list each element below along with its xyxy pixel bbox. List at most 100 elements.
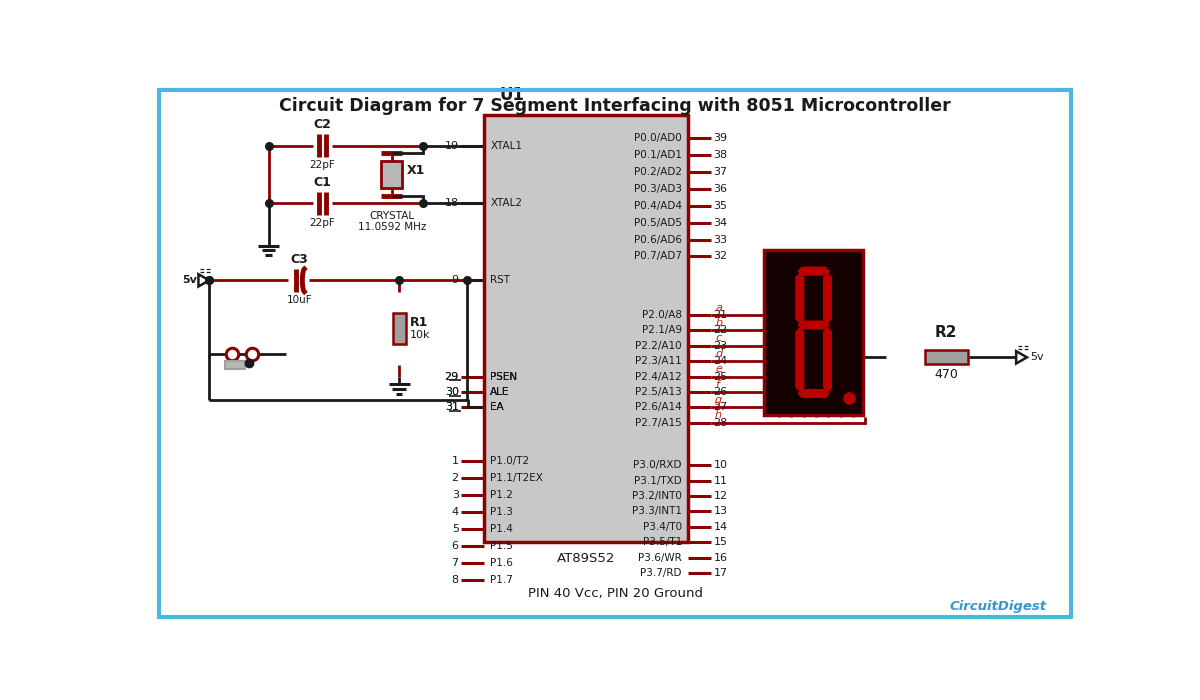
Text: R2: R2 bbox=[935, 326, 958, 340]
Polygon shape bbox=[796, 328, 804, 391]
Text: 1: 1 bbox=[451, 456, 458, 466]
Polygon shape bbox=[1016, 351, 1027, 363]
Text: P3.7/RD: P3.7/RD bbox=[641, 568, 682, 578]
Text: 30: 30 bbox=[445, 387, 458, 397]
Bar bbox=[394, 314, 406, 344]
Text: 9: 9 bbox=[451, 275, 458, 286]
Text: EA: EA bbox=[491, 402, 504, 412]
Polygon shape bbox=[823, 328, 832, 391]
Text: EA: EA bbox=[491, 402, 504, 412]
Text: 22pF: 22pF bbox=[310, 160, 335, 170]
Text: P0.1/AD1: P0.1/AD1 bbox=[634, 150, 682, 160]
Text: 36: 36 bbox=[714, 183, 727, 194]
Text: P3.4/T0: P3.4/T0 bbox=[643, 522, 682, 532]
Bar bbox=[224, 361, 245, 369]
Text: 24: 24 bbox=[714, 356, 728, 366]
Text: CircuitDigest: CircuitDigest bbox=[949, 600, 1046, 612]
Text: 29: 29 bbox=[444, 372, 458, 382]
Text: C2: C2 bbox=[313, 118, 331, 131]
Text: 25: 25 bbox=[714, 372, 727, 382]
Text: 2: 2 bbox=[451, 473, 458, 483]
Text: 26: 26 bbox=[714, 387, 727, 397]
Text: 28: 28 bbox=[714, 418, 728, 428]
Text: CRYSTAL: CRYSTAL bbox=[370, 211, 414, 221]
Text: 39: 39 bbox=[714, 133, 727, 143]
Polygon shape bbox=[823, 274, 832, 323]
Text: P3.0/RXD: P3.0/RXD bbox=[634, 460, 682, 470]
Bar bbox=[380, 160, 402, 188]
Text: P3.2/INT0: P3.2/INT0 bbox=[632, 491, 682, 501]
Text: 8: 8 bbox=[451, 575, 458, 585]
Text: PIN 40 Vcc, PIN 20 Ground: PIN 40 Vcc, PIN 20 Ground bbox=[528, 587, 702, 600]
Text: P3.3/INT1: P3.3/INT1 bbox=[632, 506, 682, 517]
Text: P1.4: P1.4 bbox=[491, 524, 514, 534]
Text: AT89S52: AT89S52 bbox=[557, 552, 614, 565]
Bar bbox=[764, 250, 863, 415]
Text: Circuit Diagram for 7 Segment Interfacing with 8051 Microcontroller: Circuit Diagram for 7 Segment Interfacin… bbox=[280, 97, 950, 115]
Text: 12: 12 bbox=[714, 491, 727, 501]
Text: XTAL1: XTAL1 bbox=[491, 141, 522, 150]
Text: P0.3/AD3: P0.3/AD3 bbox=[634, 183, 682, 194]
Text: 22: 22 bbox=[714, 326, 728, 335]
Text: P0.4/AD4: P0.4/AD4 bbox=[634, 201, 682, 211]
Text: 10k: 10k bbox=[409, 330, 430, 340]
Text: C1: C1 bbox=[313, 176, 331, 189]
Text: 11: 11 bbox=[714, 475, 727, 486]
Text: 38: 38 bbox=[714, 150, 727, 160]
Text: 6: 6 bbox=[451, 541, 458, 551]
Text: 11.0592 MHz: 11.0592 MHz bbox=[358, 222, 426, 232]
Text: P0.0/AD0: P0.0/AD0 bbox=[635, 133, 682, 143]
Bar bbox=[484, 115, 688, 542]
Text: 4: 4 bbox=[451, 507, 458, 517]
Text: R1: R1 bbox=[409, 316, 427, 329]
Text: C3: C3 bbox=[290, 253, 308, 266]
Text: 5v: 5v bbox=[1030, 352, 1044, 363]
Text: 3: 3 bbox=[451, 490, 458, 500]
Text: 5v: 5v bbox=[182, 275, 197, 286]
Text: P0.5/AD5: P0.5/AD5 bbox=[634, 218, 682, 228]
Text: P0.2/AD2: P0.2/AD2 bbox=[634, 167, 682, 177]
Text: RST: RST bbox=[491, 275, 510, 286]
Polygon shape bbox=[798, 267, 829, 275]
Text: c: c bbox=[715, 333, 721, 344]
Text: EA: EA bbox=[491, 402, 504, 412]
Text: 33: 33 bbox=[714, 234, 727, 244]
Text: 10: 10 bbox=[714, 460, 727, 470]
Text: 29: 29 bbox=[444, 372, 458, 382]
Text: P1.0/T2: P1.0/T2 bbox=[491, 456, 529, 466]
Text: P1.2: P1.2 bbox=[491, 490, 514, 500]
Text: 32: 32 bbox=[714, 251, 727, 262]
Text: U1: U1 bbox=[499, 86, 524, 104]
Text: 16: 16 bbox=[714, 552, 727, 563]
Polygon shape bbox=[798, 321, 829, 329]
Text: P3.6/WR: P3.6/WR bbox=[638, 552, 682, 563]
Text: h: h bbox=[715, 410, 722, 421]
Text: P1.3: P1.3 bbox=[491, 507, 514, 517]
Text: P0.7/AD7: P0.7/AD7 bbox=[634, 251, 682, 262]
Text: P2.7/A15: P2.7/A15 bbox=[635, 418, 682, 428]
Text: PSEN: PSEN bbox=[491, 372, 517, 382]
Text: 15: 15 bbox=[714, 537, 727, 547]
Text: 35: 35 bbox=[714, 201, 727, 211]
Text: P0.6/AD6: P0.6/AD6 bbox=[634, 234, 682, 244]
Text: 18: 18 bbox=[444, 198, 458, 209]
Text: 27: 27 bbox=[714, 402, 728, 412]
Text: P1.1/T2EX: P1.1/T2EX bbox=[491, 473, 544, 483]
Text: P2.3/A11: P2.3/A11 bbox=[635, 356, 682, 366]
Text: ALE: ALE bbox=[491, 387, 510, 397]
Polygon shape bbox=[796, 274, 804, 323]
Text: 5: 5 bbox=[451, 524, 458, 534]
Text: PSEN: PSEN bbox=[491, 372, 517, 382]
Text: 14: 14 bbox=[714, 522, 727, 532]
Text: g: g bbox=[715, 395, 722, 405]
Text: 23: 23 bbox=[714, 341, 727, 351]
Text: P2.6/A14: P2.6/A14 bbox=[635, 402, 682, 412]
Text: P2.0/A8: P2.0/A8 bbox=[642, 310, 682, 320]
Text: P1.7: P1.7 bbox=[491, 575, 514, 585]
Text: P1.6: P1.6 bbox=[491, 558, 514, 568]
Text: P2.5/A13: P2.5/A13 bbox=[635, 387, 682, 397]
Text: b: b bbox=[715, 318, 722, 328]
Text: PSEN: PSEN bbox=[491, 372, 517, 382]
Text: 13: 13 bbox=[714, 506, 727, 517]
Text: d: d bbox=[715, 349, 722, 359]
